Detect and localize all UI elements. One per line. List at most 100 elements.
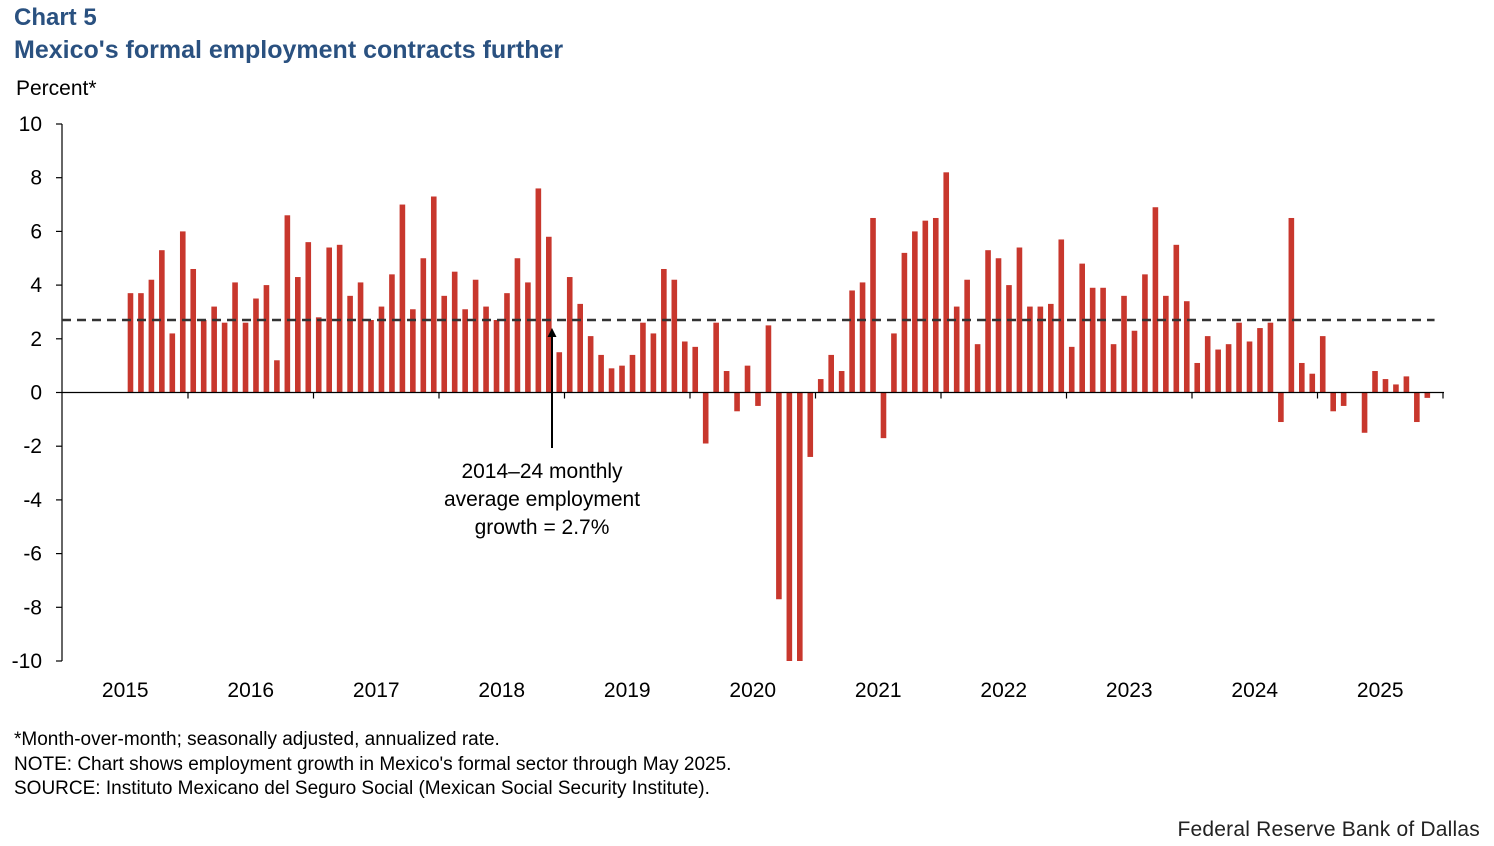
x-tick-label: 2024 [1231, 679, 1278, 702]
bar [347, 295, 353, 393]
bar [190, 268, 197, 393]
bar [504, 293, 510, 393]
bar [399, 204, 406, 393]
x-tick-label: 2020 [729, 679, 776, 702]
bar [546, 236, 552, 393]
y-axis-label: Percent* [16, 77, 97, 100]
bar [1267, 322, 1274, 393]
bar [472, 279, 479, 393]
chart-title: Mexico's formal employment contracts fur… [14, 36, 564, 64]
brand-footer: Federal Reserve Bank of Dallas [1177, 818, 1480, 841]
bar [451, 271, 458, 393]
bar [1194, 362, 1201, 393]
bar [953, 306, 960, 393]
bar [378, 306, 385, 393]
bar [1048, 303, 1054, 393]
bar [974, 344, 981, 393]
bar [1278, 392, 1284, 423]
bar [870, 217, 876, 393]
bar [1330, 392, 1336, 412]
bar [326, 247, 332, 393]
bar [629, 354, 636, 393]
bar [1246, 341, 1253, 393]
bar [253, 298, 259, 393]
bar [493, 320, 500, 393]
bar [1006, 285, 1012, 393]
bar [389, 274, 395, 393]
bar [1403, 376, 1410, 393]
bar [713, 322, 719, 393]
bar [1288, 217, 1295, 393]
annotation-text-line: average employment [444, 488, 640, 511]
bar [608, 368, 615, 393]
bar [368, 320, 374, 393]
bar [1079, 263, 1085, 393]
bar [723, 371, 730, 393]
bar [535, 188, 542, 393]
bar [200, 320, 207, 393]
bar [138, 293, 144, 393]
y-tick-label: -8 [23, 596, 42, 619]
bar [995, 258, 1002, 393]
bar [849, 290, 855, 393]
x-tick-label: 2025 [1357, 679, 1404, 702]
bar [305, 242, 312, 393]
bar [1068, 346, 1075, 393]
y-tick-label: 2 [30, 328, 42, 351]
chart-label: Chart 5 [14, 4, 97, 31]
x-tick-label: 2015 [102, 679, 149, 702]
bar [462, 309, 468, 393]
x-tick-label: 2017 [353, 679, 400, 702]
bar [1382, 379, 1389, 393]
y-tick-label: -2 [23, 435, 42, 458]
footnote-note: NOTE: Chart shows employment growth in M… [14, 753, 732, 775]
bar [1309, 373, 1316, 393]
bar [786, 392, 793, 661]
bar [159, 250, 165, 393]
bar [912, 231, 918, 393]
y-tick-label: 6 [30, 220, 42, 243]
bar [1424, 392, 1431, 398]
bar [1131, 330, 1138, 393]
bar [148, 279, 155, 393]
bar [315, 317, 322, 393]
bar [943, 172, 950, 393]
x-tick-label: 2022 [980, 679, 1027, 702]
bar [274, 360, 280, 393]
bar [1089, 287, 1096, 393]
bar [284, 215, 291, 393]
bar [1340, 392, 1347, 406]
y-tick-label: -10 [12, 650, 42, 673]
bar [1110, 344, 1117, 393]
annotation-arrowhead [547, 328, 557, 338]
annotation-text-line: growth = 2.7% [475, 516, 610, 539]
bar [640, 322, 646, 393]
bar [514, 258, 521, 393]
bar [1372, 371, 1378, 393]
bar [336, 244, 343, 393]
bar [619, 365, 625, 393]
x-tick-label: 2019 [604, 679, 651, 702]
bar [901, 252, 908, 393]
bar [1236, 322, 1242, 393]
y-tick-label: -6 [23, 543, 42, 566]
bar [1016, 247, 1023, 393]
annotation-text-line: 2014–24 monthly [461, 460, 623, 483]
bar [1100, 287, 1106, 393]
bar [1257, 328, 1263, 393]
bar [1183, 301, 1190, 393]
bar [1299, 362, 1305, 393]
bar [681, 341, 688, 393]
bar [922, 220, 929, 393]
y-tick-label: -4 [23, 489, 42, 512]
bar [1152, 207, 1159, 393]
bar [263, 285, 270, 393]
bar [838, 371, 845, 393]
bar [765, 325, 772, 393]
y-tick-label: 4 [30, 274, 42, 297]
bar [1215, 349, 1221, 393]
x-tick-label: 2023 [1106, 679, 1153, 702]
bar [566, 277, 573, 393]
bar [964, 279, 970, 393]
